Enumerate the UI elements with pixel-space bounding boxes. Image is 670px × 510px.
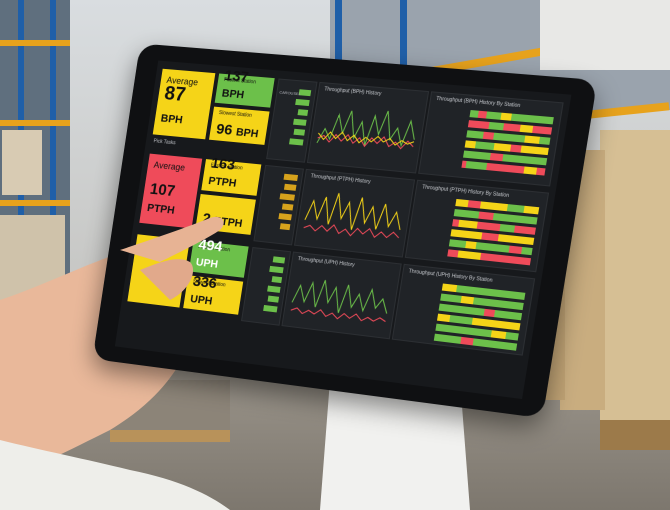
photo-scene: Average 87 BPH Fastest Station 137 BPH S… (0, 0, 670, 510)
pointing-finger (0, 0, 670, 510)
